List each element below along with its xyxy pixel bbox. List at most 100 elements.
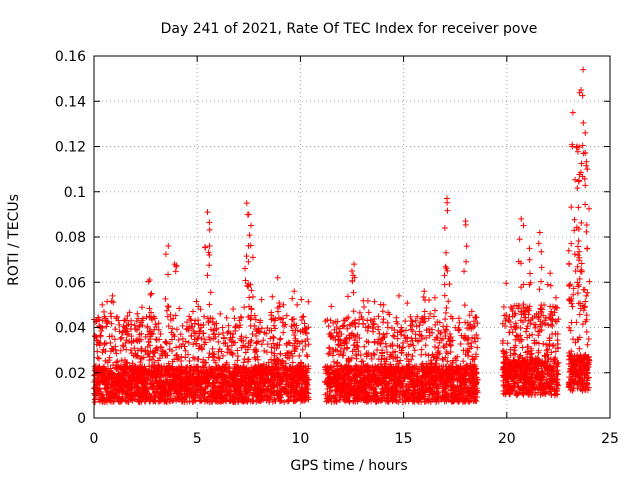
data-point: [364, 297, 371, 304]
data-point: [301, 398, 308, 405]
data-point: [361, 303, 368, 310]
data-point: [279, 319, 286, 326]
data-point: [131, 322, 138, 329]
data-point: [100, 308, 107, 315]
data-point: [401, 332, 408, 339]
data-point: [165, 323, 172, 330]
data-point: [270, 322, 277, 329]
data-point: [384, 324, 391, 331]
data-point: [474, 344, 481, 351]
data-point: [298, 317, 305, 324]
data-point: [261, 347, 268, 354]
data-point: [304, 353, 311, 360]
data-point: [443, 323, 450, 330]
data-point: [137, 359, 144, 366]
data-point: [133, 318, 140, 325]
data-point: [294, 301, 301, 308]
data-point: [371, 298, 378, 305]
data-point: [148, 309, 155, 316]
data-point: [114, 313, 121, 320]
data-point: [529, 331, 536, 338]
data-point: [232, 327, 239, 334]
data-point: [108, 313, 115, 320]
data-point: [412, 317, 419, 324]
data-point: [241, 356, 248, 363]
data-point: [241, 304, 248, 311]
data-point: [532, 324, 539, 331]
data-point: [114, 358, 121, 365]
data-point: [299, 346, 306, 353]
data-point: [168, 336, 175, 343]
data-point: [264, 341, 271, 348]
data-point: [223, 314, 230, 321]
data-point: [432, 307, 439, 314]
data-point: [418, 351, 425, 358]
data-point: [298, 396, 305, 403]
data-point: [334, 359, 341, 366]
data-point: [280, 301, 287, 308]
data-point: [225, 346, 232, 353]
data-point: [260, 337, 267, 344]
data-point: [206, 350, 213, 357]
data-point: [283, 312, 290, 319]
data-point: [353, 355, 360, 362]
data-point: [186, 357, 193, 364]
data-point: [361, 343, 368, 350]
data-point: [187, 316, 194, 323]
data-point: [120, 343, 127, 350]
data-point: [150, 392, 157, 399]
data-point: [303, 330, 310, 337]
data-point: [243, 334, 250, 341]
data-point: [162, 295, 169, 302]
data-point: [263, 349, 270, 356]
data-point: [123, 337, 130, 344]
data-point: [300, 313, 307, 320]
data-point: [215, 338, 222, 345]
data-point: [258, 341, 265, 348]
data-point: [117, 335, 124, 342]
data-point: [103, 323, 110, 330]
data-point: [198, 345, 205, 352]
data-point: [123, 331, 130, 338]
data-point: [325, 323, 332, 330]
data-point: [395, 292, 402, 299]
data-point: [119, 342, 126, 349]
data-point: [143, 313, 150, 320]
data-point: [97, 323, 104, 330]
data-point: [96, 398, 103, 405]
data-point: [352, 323, 359, 330]
grid: [94, 56, 610, 418]
data-point: [234, 347, 241, 354]
data-point: [132, 325, 139, 332]
data-point: [193, 298, 200, 305]
data-point: [379, 308, 386, 315]
data-point: [397, 357, 404, 364]
data-point: [298, 296, 305, 303]
data-point: [427, 310, 434, 317]
data-point: [234, 353, 241, 360]
data-point: [189, 308, 196, 315]
data-point: [94, 354, 101, 361]
data-points: [91, 66, 593, 406]
data-point: [380, 316, 387, 323]
data-point: [390, 332, 397, 339]
data-point: [445, 298, 452, 305]
data-point: [289, 295, 296, 302]
data-point: [248, 337, 255, 344]
data-point: [164, 303, 171, 310]
data-point: [188, 333, 195, 340]
data-point: [430, 313, 437, 320]
data-point: [104, 298, 111, 305]
data-point: [230, 331, 237, 338]
data-point: [360, 321, 367, 328]
data-point: [303, 325, 310, 332]
data-point: [120, 323, 127, 330]
data-point: [472, 338, 479, 345]
data-point: [107, 310, 114, 317]
data-point: [506, 329, 513, 336]
data-point: [217, 310, 224, 317]
data-point: [99, 349, 106, 356]
data-point: [326, 345, 333, 352]
data-point: [411, 347, 418, 354]
